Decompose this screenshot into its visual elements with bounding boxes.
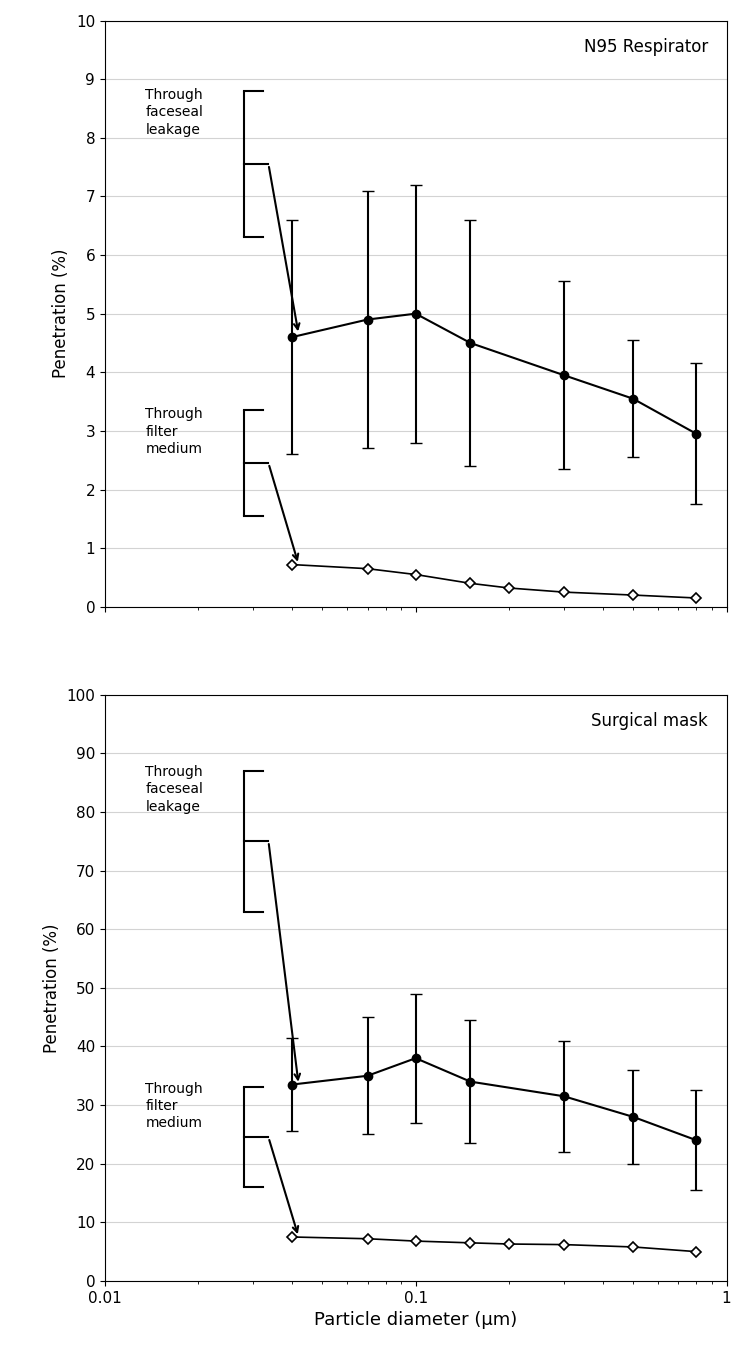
Y-axis label: Penetration (%): Penetration (%) (52, 249, 70, 378)
Text: Through
faceseal
leakage: Through faceseal leakage (145, 88, 203, 137)
Y-axis label: Penetration (%): Penetration (%) (43, 923, 61, 1052)
Text: Surgical mask: Surgical mask (591, 712, 708, 730)
Text: Through
filter
medium: Through filter medium (145, 1082, 203, 1130)
Text: Through
filter
medium: Through filter medium (145, 407, 203, 456)
X-axis label: Particle diameter (μm): Particle diameter (μm) (314, 1311, 518, 1329)
Text: Through
faceseal
leakage: Through faceseal leakage (145, 764, 203, 814)
Text: N95 Respirator: N95 Respirator (583, 38, 708, 56)
